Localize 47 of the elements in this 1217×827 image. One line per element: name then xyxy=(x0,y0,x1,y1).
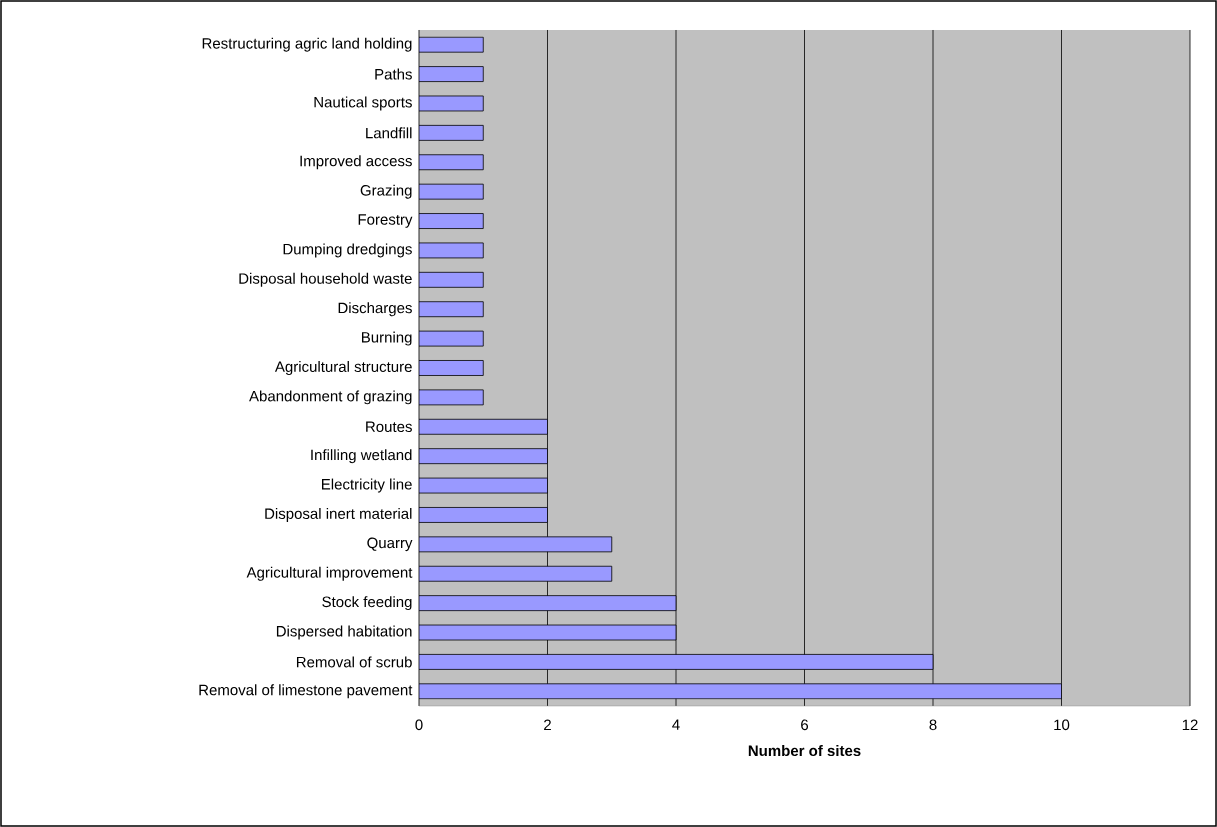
y-tick-label: Agricultural improvement xyxy=(246,566,413,581)
bar xyxy=(419,448,548,465)
y-tick-label: Restructuring agric land holding xyxy=(202,37,412,52)
bar xyxy=(419,301,484,318)
bar xyxy=(419,360,484,376)
y-tick-label: Burning xyxy=(361,331,412,346)
bar xyxy=(419,271,484,288)
y-tick-label: Nautical sports xyxy=(314,96,412,111)
bar xyxy=(419,66,484,82)
y-tick-label: Forestry xyxy=(358,214,413,228)
y-tick-label: Disposal household waste xyxy=(239,272,412,287)
y-tick-label: Removal of scrub xyxy=(296,656,412,668)
y-tick-label: Stock feeding xyxy=(322,596,412,611)
bar xyxy=(419,536,613,553)
x-tick-label: 12 xyxy=(1182,719,1198,731)
bar xyxy=(419,213,484,229)
y-tick-label: Dispersed habitation xyxy=(276,625,412,640)
bar xyxy=(419,595,677,612)
bar xyxy=(419,654,934,670)
y-tick-label: Abandonment of grazing xyxy=(249,390,412,405)
x-tick-label: 10 xyxy=(1054,719,1070,731)
y-tick-label: Routes xyxy=(366,421,412,433)
x-tick-label: 4 xyxy=(672,719,680,730)
x-axis-title: Number of sites xyxy=(748,745,861,757)
y-tick-label: Disposal inert material xyxy=(265,507,412,522)
bar xyxy=(419,36,484,53)
y-tick-label: Landfill xyxy=(366,127,412,139)
y-tick-label: Paths xyxy=(375,68,412,80)
bar xyxy=(419,565,613,582)
bar xyxy=(419,124,484,141)
bar xyxy=(419,418,548,435)
bar xyxy=(419,154,484,171)
y-tick-label: Removal of limestone pavement xyxy=(199,684,413,699)
y-tick-label: Electricity line xyxy=(322,478,412,493)
x-tick-label: 6 xyxy=(801,719,809,731)
x-tick-label: 8 xyxy=(929,719,937,731)
y-tick-label: Infilling wetland xyxy=(311,449,412,464)
y-tick-label: Discharges xyxy=(338,302,412,317)
y-tick-label: Dumping dredgings xyxy=(283,243,412,258)
x-tick-label: 2 xyxy=(544,719,551,731)
y-tick-label: Agricultural structure xyxy=(274,361,412,375)
x-tick-label: 0 xyxy=(415,719,423,731)
bar xyxy=(419,683,1062,700)
y-tick-label: Grazing xyxy=(360,184,412,199)
y-tick-label: Improved access xyxy=(300,155,412,170)
y-tick-label: Quarry xyxy=(367,537,413,552)
bar xyxy=(419,507,548,523)
